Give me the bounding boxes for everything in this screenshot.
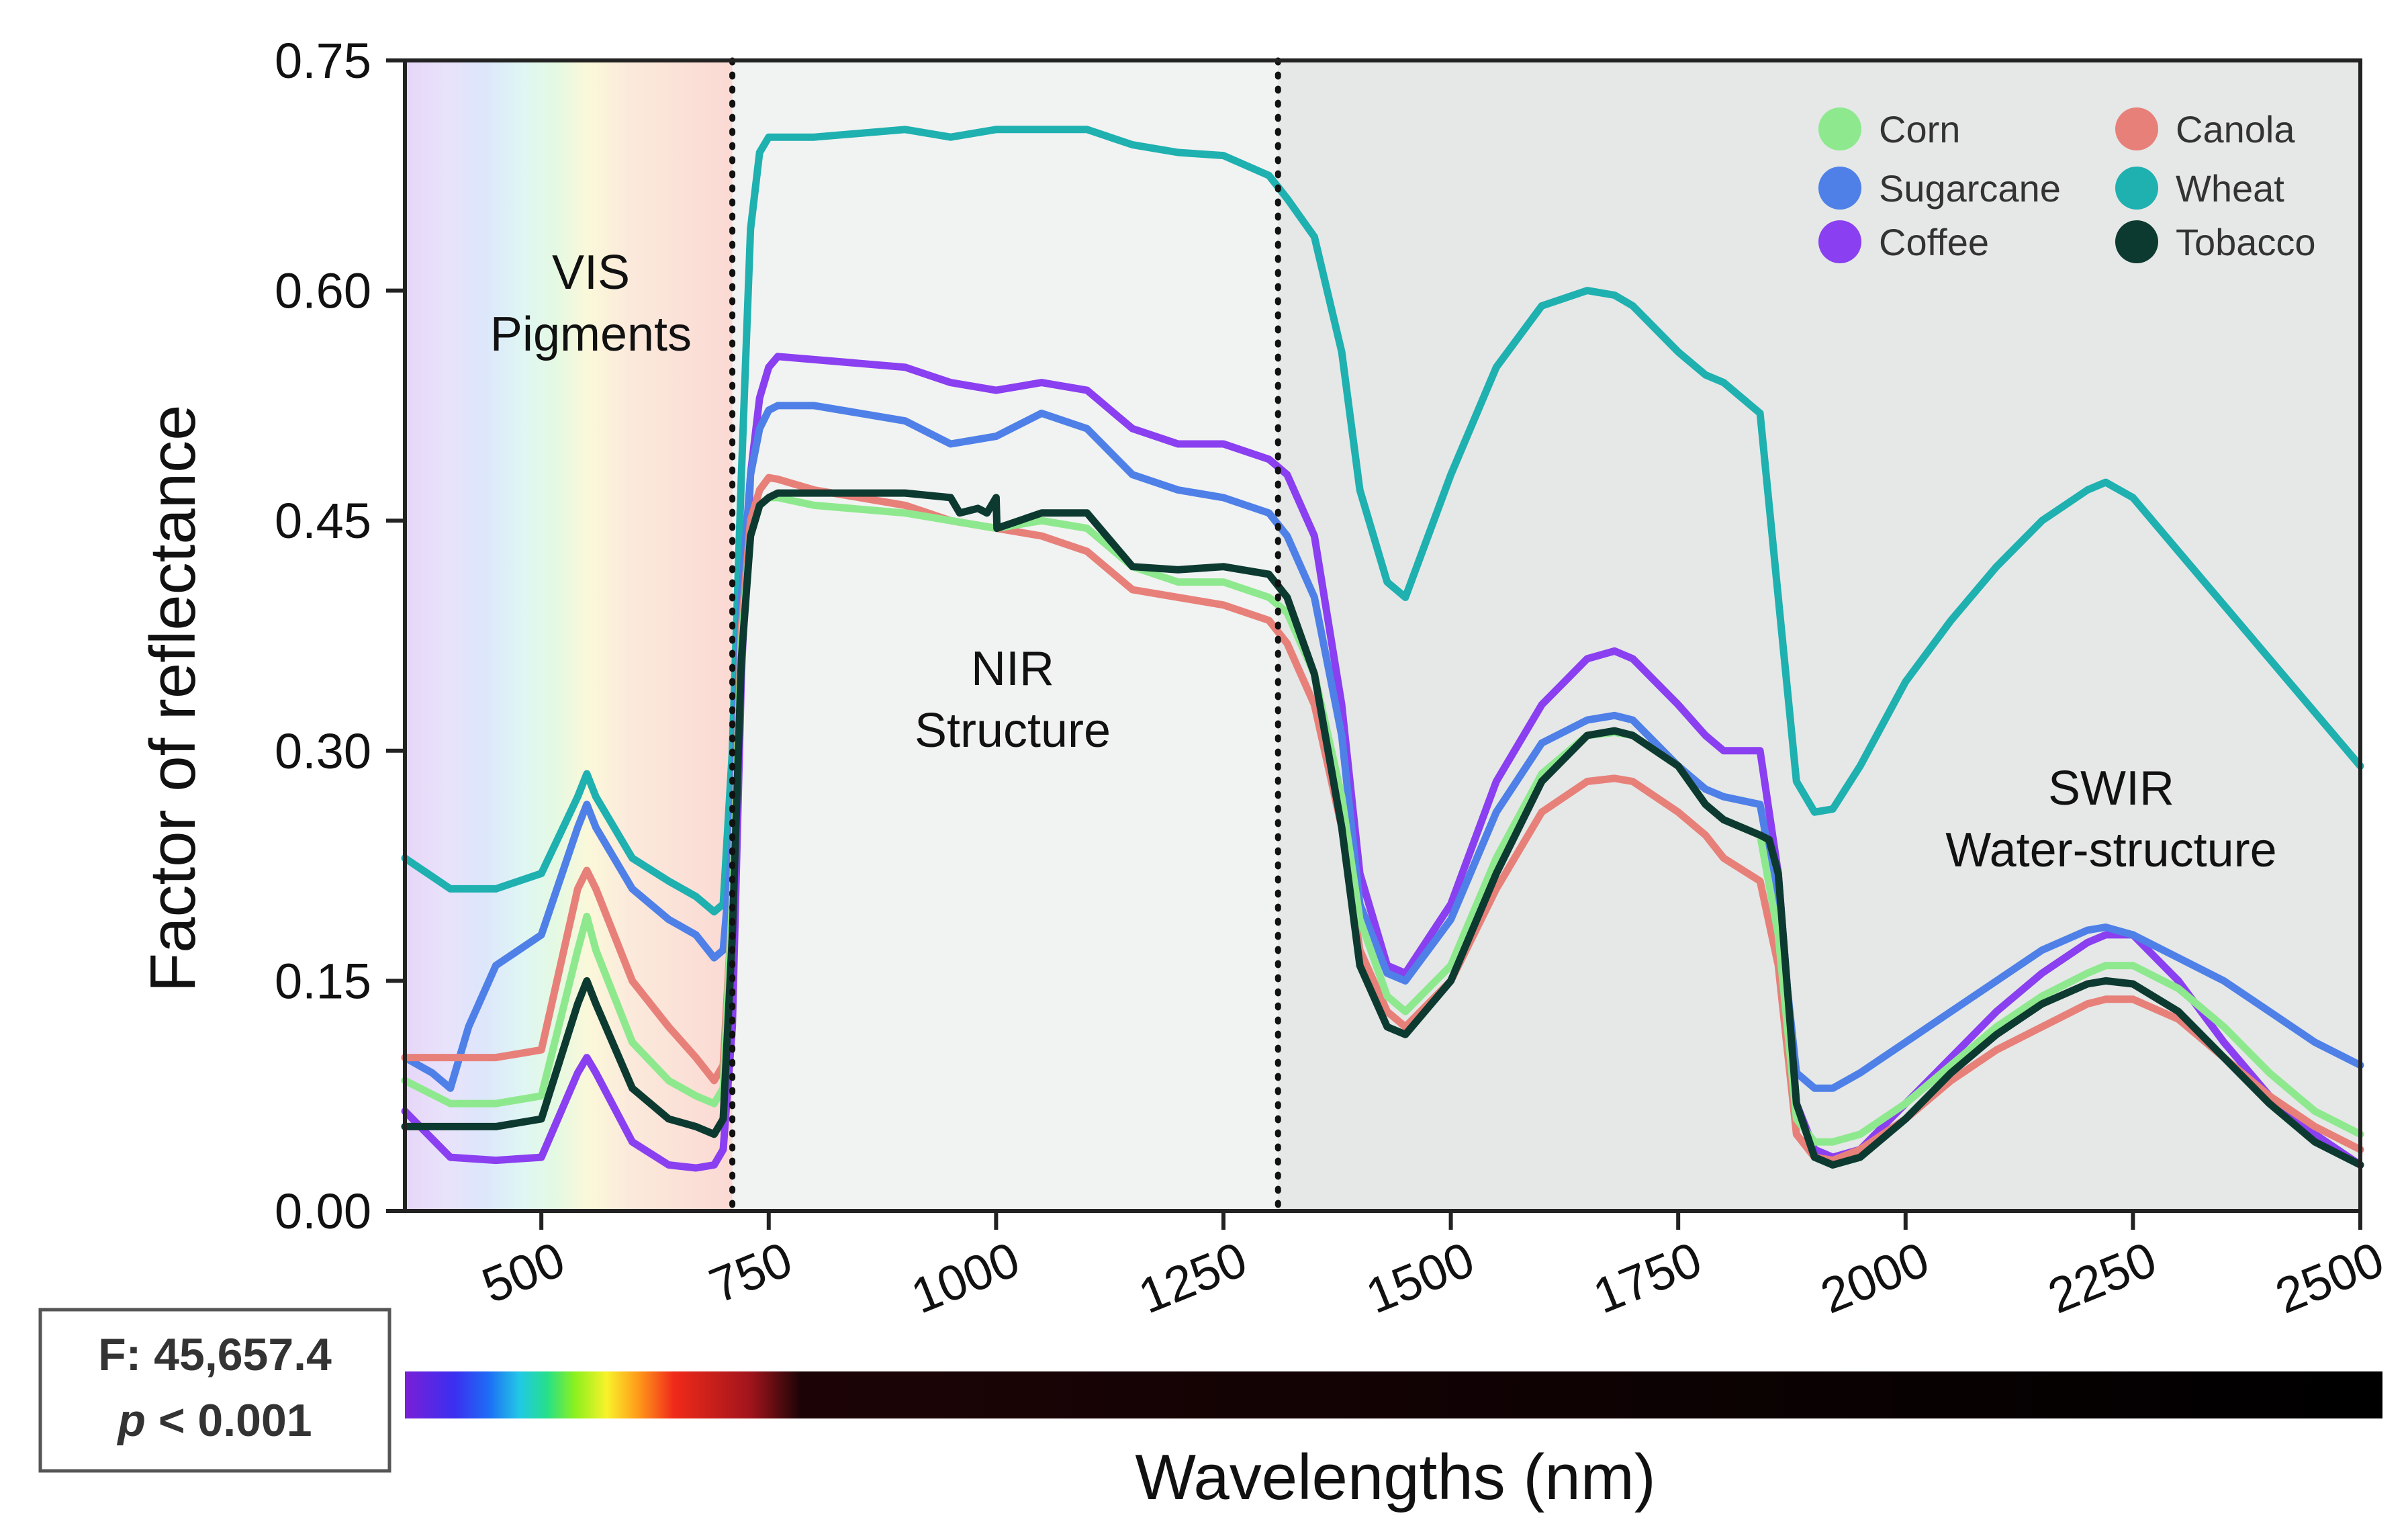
y-axis-title: Factor of reflectance [137,404,209,992]
x-axis-title: Wavelengths (nm) [1135,1441,1655,1513]
nir-region-background [732,60,1279,1211]
y-tick-label: 0.60 [275,263,371,319]
series-line-corn [401,494,2364,1146]
legend: Corn Canola Sugarcane Wheat Coffee Tobacco [1818,107,2316,263]
nir-region-label: NIR [971,642,1054,696]
legend-marker-sugarcane [1818,167,1861,210]
y-tick-label: 0.30 [275,723,371,779]
y-tick-label: 0.00 [275,1183,371,1239]
legend-label-coffee: Coffee [1879,221,1989,263]
series-layer [401,126,2364,1172]
swir-region-label: SWIR [2048,762,2174,815]
x-axis: 500 750 1000 1250 1500 1750 2000 2250 2500 [475,1211,2391,1324]
plot-frame [403,58,2362,1213]
stats-box [38,1308,391,1473]
series-line-coffee [401,353,2364,1172]
legend-label-wheat: Wheat [2176,167,2284,210]
legend-label-canola: Canola [2176,108,2295,150]
legend-marker-corn [1818,107,1861,150]
y-tick-label: 0.75 [275,33,371,89]
legend-marker-tobacco [2115,220,2158,263]
x-tick-label: 1250 [1131,1231,1254,1324]
y-tick-label: 0.45 [275,493,371,549]
x-tick-label: 1750 [1585,1231,1709,1324]
vis-region-sublabel: Pigments [490,308,692,361]
legend-label-sugarcane: Sugarcane [1879,167,2061,210]
y-axis: 0.00 0.15 0.30 0.45 0.60 0.75 [275,33,405,1239]
series-line-wheat [401,126,2364,916]
x-tick-label: 2250 [2041,1231,2164,1324]
x-tick-label: 2000 [1813,1231,1937,1324]
f-statistic: F: 45,657.4 [98,1329,332,1380]
legend-marker-canola [2115,107,2158,150]
x-tick-label: 1000 [904,1231,1027,1324]
series-line-sugarcane [401,402,2364,1092]
x-tick-label: 1500 [1358,1231,1482,1324]
legend-marker-coffee [1818,220,1861,263]
series-line-tobacco [401,489,2364,1169]
p-value: p < 0.001 [116,1395,312,1446]
x-tick-label: 500 [475,1231,573,1314]
wavelength-spectrum-bar [405,1371,2382,1418]
nir-region-sublabel: Structure [915,704,1111,758]
legend-marker-wheat [2115,167,2158,210]
vis-region-background [405,60,733,1211]
swir-region-sublabel: Water-structure [1945,823,2276,877]
y-tick-label: 0.15 [275,953,371,1009]
legend-label-corn: Corn [1879,108,1960,150]
x-tick-label: 750 [702,1231,800,1314]
vis-region-label: VIS [552,246,630,300]
x-tick-label: 2500 [2268,1231,2391,1324]
legend-label-tobacco: Tobacco [2176,221,2316,263]
